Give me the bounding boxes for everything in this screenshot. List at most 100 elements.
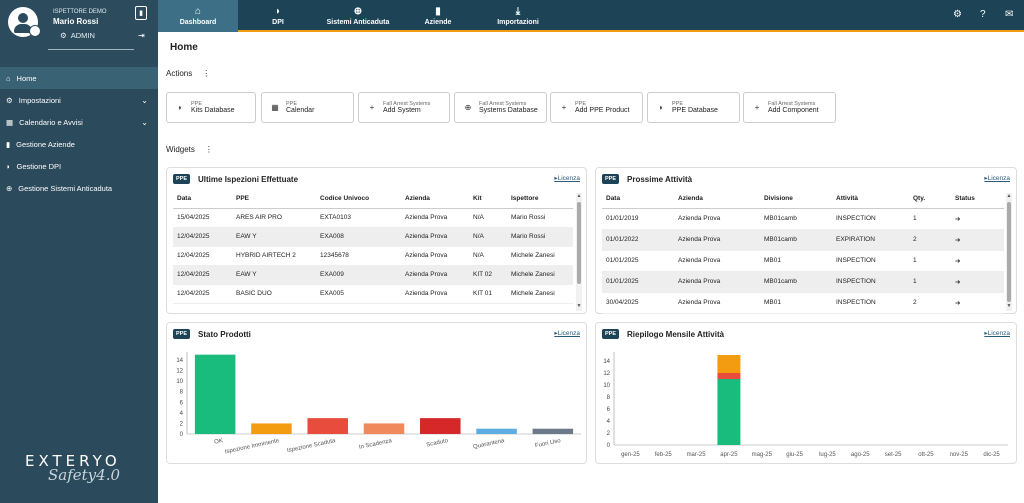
sidebar-item-calendario[interactable]: ▦ Calendario e Avvisi ⌄ — [0, 111, 158, 133]
arrow-right-icon[interactable]: ➔ — [951, 208, 1004, 230]
tab-dashboard[interactable]: ⌂ Dashboard — [158, 0, 238, 32]
action-category: PPE — [286, 101, 298, 107]
scrollbar[interactable]: ▲ ▼ — [576, 193, 582, 311]
scroll-up-icon[interactable]: ▲ — [1006, 193, 1012, 199]
action-add-ppe-product[interactable]: + PPE Add PPE Product — [550, 92, 643, 123]
widget-title: Ultime Ispezioni Effettuate — [198, 174, 299, 184]
logout-icon[interactable]: ⇥ — [138, 31, 145, 40]
scrollbar[interactable]: ▲ ▼ — [1006, 193, 1012, 311]
table-row[interactable]: 01/01/2025 Azienda Prova MB01camb INSPECTIO… — [602, 271, 1004, 293]
widget-header: PPE Ultime Ispezioni Effettuate — [173, 174, 298, 184]
column-header[interactable]: Data — [602, 190, 674, 209]
kebab-icon[interactable]: ⋮ — [204, 145, 213, 154]
y-tick-label: 0 — [180, 432, 184, 438]
actions-label: Actions — [166, 69, 193, 78]
arrow-right-icon[interactable]: ➔ — [951, 271, 1004, 293]
activities-table: Data Azienda Divisione Attività Qty. Sta… — [602, 190, 1004, 314]
column-header[interactable]: Status — [951, 190, 1004, 209]
tab-aziende[interactable]: ▮ Aziende — [398, 0, 478, 32]
sidebar-item-home[interactable]: ⌂ Home — [0, 67, 158, 89]
licenza-link[interactable]: ▸Licenza — [984, 330, 1010, 337]
licenza-link[interactable]: ▸Licenza — [554, 175, 580, 182]
tab-importazioni[interactable]: ⤓ Importazioni — [478, 0, 558, 32]
bar-ispezione-imminente — [251, 423, 292, 434]
table-row[interactable]: 12/04/2025 EAW Y EXA009 Azienda Prova KIT 02… — [173, 265, 573, 285]
action-add-component[interactable]: + Fall Arrest Systems Add Component — [743, 92, 836, 123]
sidebar-item-label: Calendario e Avvisi — [19, 117, 83, 127]
cell: KIT 02 — [469, 265, 507, 285]
y-tick-label: 2 — [180, 421, 184, 427]
action-add-system[interactable]: + Fall Arrest Systems Add System — [358, 92, 450, 123]
table-row[interactable]: 15/04/2025 ARES AIR PRO EXTA0103 Azienda Pr… — [173, 208, 573, 228]
licenza-link[interactable]: ▸Licenza — [554, 330, 580, 337]
cell: 2 — [909, 229, 951, 251]
settings-icon[interactable]: ⚙ — [953, 9, 962, 20]
table-row[interactable]: 01/01/2019 Azienda Prova MB01camb INSPECTIO… — [602, 208, 1004, 230]
ppe-badge: PPE — [173, 174, 191, 184]
x-tick-label: mar-25 — [687, 452, 707, 458]
scrollbar-thumb[interactable] — [577, 202, 581, 284]
x-tick-label: Scaduto — [426, 438, 449, 449]
arrow-right-icon[interactable]: ➔ — [951, 250, 1004, 272]
top-navbar: ⌂ Dashboard ◗ DPI ⊕ Sistemi Anticaduta ▮ Azi… — [158, 0, 1024, 32]
widget-header: PPE Stato Prodotti — [173, 329, 251, 339]
ppe-badge: PPE — [173, 329, 191, 339]
tab-sistemi-anticaduta[interactable]: ⊕ Sistemi Anticaduta — [318, 0, 398, 32]
avatar[interactable] — [8, 7, 38, 37]
tab-dpi[interactable]: ◗ DPI — [238, 0, 318, 32]
table-row[interactable]: 12/04/2025 HYBRID AIRTECH 2 12345678 Aziend… — [173, 246, 573, 266]
sidebar-item-aziende[interactable]: ▮ Gestione Aziende — [0, 133, 158, 155]
cell: EXA008 — [316, 227, 401, 247]
help-icon[interactable]: ? — [980, 9, 986, 20]
user-level: ⚙ ADMIN — [60, 31, 95, 40]
action-category: Fall Arrest Systems — [383, 101, 431, 107]
column-header[interactable]: Attività — [832, 190, 909, 209]
tab-label: Sistemi Anticaduta — [326, 19, 390, 26]
column-header[interactable]: Azienda — [401, 190, 469, 209]
column-header[interactable]: Ispettore — [507, 190, 573, 209]
scroll-down-icon[interactable]: ▼ — [1006, 303, 1012, 309]
action-systems-database[interactable]: ⊕ Fall Arrest Systems Systems Database — [454, 92, 547, 123]
y-tick-label: 8 — [607, 395, 611, 401]
column-header[interactable]: Qty. — [909, 190, 951, 209]
column-header[interactable]: Data — [173, 190, 232, 209]
x-tick-label: mag-25 — [752, 452, 773, 458]
y-tick-label: 14 — [176, 358, 183, 364]
table-row[interactable]: 12/04/2025 BASIC DUO EXA005 Azienda Prova KI… — [173, 284, 573, 304]
action-calendar[interactable]: ▦ PPE Calendar — [261, 92, 354, 123]
sidebar-item-dpi[interactable]: ◗ Gestione DPI — [0, 155, 158, 177]
sidebar-item-anticaduta[interactable]: ⊕ Gestione Sistemi Anticaduta — [0, 177, 158, 199]
pin-icon[interactable]: ▮ — [135, 6, 147, 20]
x-tick-label: In Scadenza — [359, 438, 394, 451]
arrow-right-icon[interactable]: ➔ — [951, 229, 1004, 251]
table-row[interactable]: 01/01/2025 Azienda Prova MB01 INSPECTION 1 ➔ — [602, 250, 1004, 272]
scrollbar-thumb[interactable] — [1007, 202, 1011, 302]
home-icon: ⌂ — [6, 73, 11, 83]
column-header[interactable]: PPE — [232, 190, 316, 209]
kebab-icon[interactable]: ⋮ — [202, 69, 211, 78]
licenza-label: Licenza — [557, 175, 580, 182]
cell: EXA009 — [316, 265, 401, 285]
column-header[interactable]: Divisione — [760, 190, 832, 209]
column-header[interactable]: Azienda — [674, 190, 760, 209]
x-tick-label: lug-25 — [819, 452, 836, 458]
sidebar-item-label: Gestione Aziende — [16, 139, 75, 149]
sidebar-item-label: Gestione DPI — [16, 161, 62, 171]
chat-icon[interactable]: ✉ — [1005, 9, 1014, 20]
sidebar-item-impostazioni[interactable]: ⚙ Impostazioni ⌄ — [0, 89, 158, 111]
table-row[interactable]: 12/04/2025 EAW Y EXA008 Azienda Prova N/A Mar… — [173, 227, 573, 247]
scroll-down-icon[interactable]: ▼ — [576, 303, 582, 309]
table-row[interactable]: 30/04/2025 Azienda Prova MB01 INSPECTION 2 ➔ — [602, 292, 1004, 314]
y-tick-label: 0 — [607, 443, 611, 449]
arrow-right-icon[interactable]: ➔ — [951, 292, 1004, 314]
licenza-link[interactable]: ▸Licenza — [984, 175, 1010, 182]
action-kits-database[interactable]: ◗ PPE Kits Database — [166, 92, 256, 123]
table-row[interactable]: 01/01/2022 Azienda Prova MB01camb EXPIRATIO… — [602, 229, 1004, 251]
action-ppe-database[interactable]: ◗ PPE PPE Database — [647, 92, 740, 123]
y-tick-label: 6 — [180, 400, 184, 406]
cell: Azienda Prova — [401, 284, 469, 304]
scroll-up-icon[interactable]: ▲ — [576, 193, 582, 199]
column-header[interactable]: Kit — [469, 190, 507, 209]
column-header[interactable]: Codice Univoco — [316, 190, 401, 209]
cell: Azienda Prova — [674, 229, 760, 251]
